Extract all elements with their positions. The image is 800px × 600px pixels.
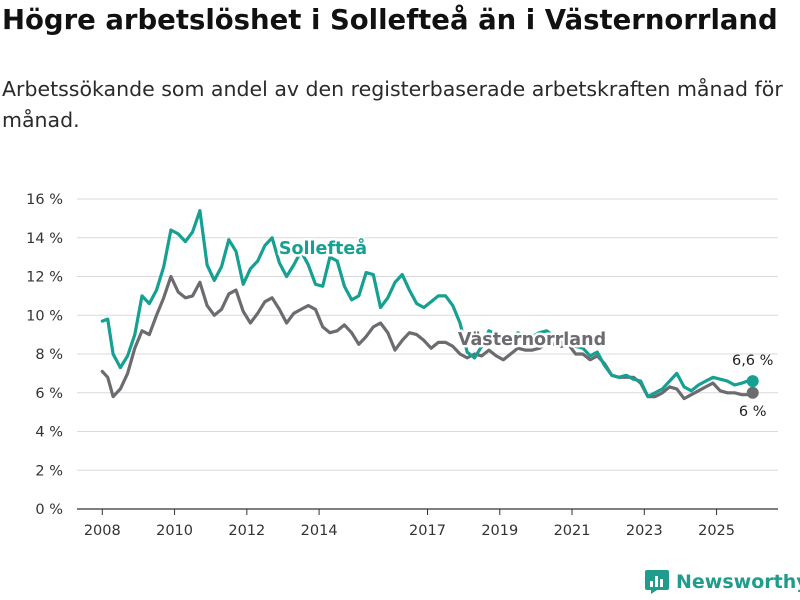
y-tick-label: 12 % (26, 270, 63, 286)
x-tick-label: 2025 (698, 523, 735, 539)
chart-title: Högre arbetslöshet i Sollefteå än i Väst… (2, 4, 778, 36)
x-tick-label: 2021 (554, 523, 591, 539)
y-tick-label: 0 % (35, 502, 63, 518)
chart-subtitle: Arbetssökande som andel av den registerb… (2, 77, 783, 132)
endpoint-solleftea (746, 375, 759, 388)
series-labels: Sollefteå Västernorrland 6,6 % 6 % (276, 235, 773, 420)
y-tick-label: 4 % (35, 425, 63, 441)
y-tick-label: 14 % (26, 231, 63, 247)
axes: 0 % 2 % 4 % 6 % 8 % 10 % 12 % 14 % 16 % 2008 2010 2… (26, 192, 735, 539)
y-tick-label: 10 % (26, 308, 63, 324)
x-tick-label: 2012 (228, 523, 265, 539)
y-tick-label: 16 % (26, 192, 63, 208)
y-tick-label: 2 % (35, 463, 63, 479)
end-label-vasternorrland: 6 % (739, 404, 767, 420)
series-lines (100, 209, 759, 401)
bar-chart-logo-icon (645, 570, 669, 594)
x-tick-label: 2008 (84, 523, 121, 539)
y-tick-label: 8 % (35, 347, 63, 363)
series-line-vasternorrland (100, 274, 755, 401)
x-tick-label: 2023 (626, 523, 663, 539)
end-label-solleftea: 6,6 % (732, 353, 773, 369)
grid (77, 198, 778, 510)
series-label-vasternorrland: Västernorrland (458, 330, 606, 350)
endpoint-vasternorrland (746, 386, 759, 399)
y-tick-label: 6 % (35, 386, 63, 402)
brand-name: Newsworthy (676, 571, 800, 593)
series-label-solleftea: Sollefteå (279, 237, 367, 259)
x-tick-label: 2010 (156, 523, 193, 539)
series-line-solleftea (100, 209, 755, 399)
x-tick-label: 2014 (301, 523, 338, 539)
newsworthy-logo: Newsworthy (645, 570, 800, 594)
x-tick-label: 2019 (481, 523, 518, 539)
x-tick-label: 2017 (409, 523, 446, 539)
